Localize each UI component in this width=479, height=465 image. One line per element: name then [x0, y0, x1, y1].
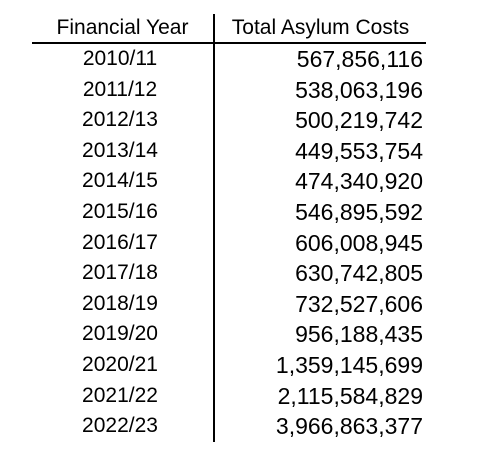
total-cost-cell: 546,895,592 [295, 198, 423, 225]
total-cost-cell: 567,856,116 [296, 46, 423, 72]
financial-year-cell: 2019/20 [82, 322, 158, 346]
table-row: 2021/22 2,115,584,829 [0, 381, 479, 412]
table-row: 2017/18 630,742,805 [0, 258, 479, 289]
financial-year-cell: 2011/12 [82, 77, 158, 101]
total-cost-cell: 956,188,435 [295, 321, 423, 348]
financial-year-cell: 2013/14 [82, 138, 158, 162]
column-header-financial-year: Financial Year [56, 16, 189, 39]
total-cost-cell: 449,553,754 [295, 137, 423, 164]
table-row: 2012/13 500,219,742 [0, 105, 479, 136]
total-cost-cell: 630,742,805 [295, 260, 423, 287]
column-divider [213, 14, 215, 442]
total-cost-cell: 538,063,196 [295, 76, 423, 103]
total-cost-cell: 500,219,742 [295, 107, 423, 134]
financial-year-cell: 2012/13 [82, 108, 158, 132]
column-header-total-asylum-costs: Total Asylum Costs [231, 16, 410, 39]
total-cost-cell: 732,527,606 [295, 290, 423, 317]
financial-year-cell: 2015/16 [82, 199, 158, 223]
table-row: 2014/15 474,340,920 [0, 166, 479, 197]
table-row: 2018/19 732,527,606 [0, 289, 479, 320]
total-cost-cell: 3,966,863,377 [275, 413, 423, 440]
table-body: 2010/11 567,856,116 2011/12 538,063,196 … [0, 44, 479, 442]
table-row: 2022/23 3,966,863,377 [0, 411, 479, 442]
table-row: 2010/11 567,856,116 [0, 44, 479, 75]
total-cost-cell: 606,008,945 [295, 229, 423, 256]
total-cost-cell: 474,340,920 [295, 168, 423, 195]
header-rule [32, 42, 426, 44]
total-cost-cell: 2,115,584,829 [277, 382, 423, 409]
table-row: 2015/16 546,895,592 [0, 197, 479, 228]
financial-year-cell: 2014/15 [82, 169, 158, 193]
financial-year-cell: 2018/19 [82, 291, 158, 315]
financial-year-cell: 2020/21 [82, 352, 158, 376]
table-row: 2013/14 449,553,754 [0, 136, 479, 167]
financial-year-cell: 2017/18 [82, 261, 158, 285]
total-cost-cell: 1,359,145,699 [275, 351, 423, 378]
table-row: 2020/21 1,359,145,699 [0, 350, 479, 381]
table-row: 2011/12 538,063,196 [0, 75, 479, 106]
financial-year-cell: 2016/17 [82, 230, 158, 254]
financial-year-cell: 2021/22 [82, 383, 158, 407]
financial-year-cell: 2010/11 [82, 47, 158, 70]
table-row: 2016/17 606,008,945 [0, 228, 479, 259]
financial-year-cell: 2022/23 [82, 414, 158, 438]
table-row: 2019/20 956,188,435 [0, 319, 479, 350]
